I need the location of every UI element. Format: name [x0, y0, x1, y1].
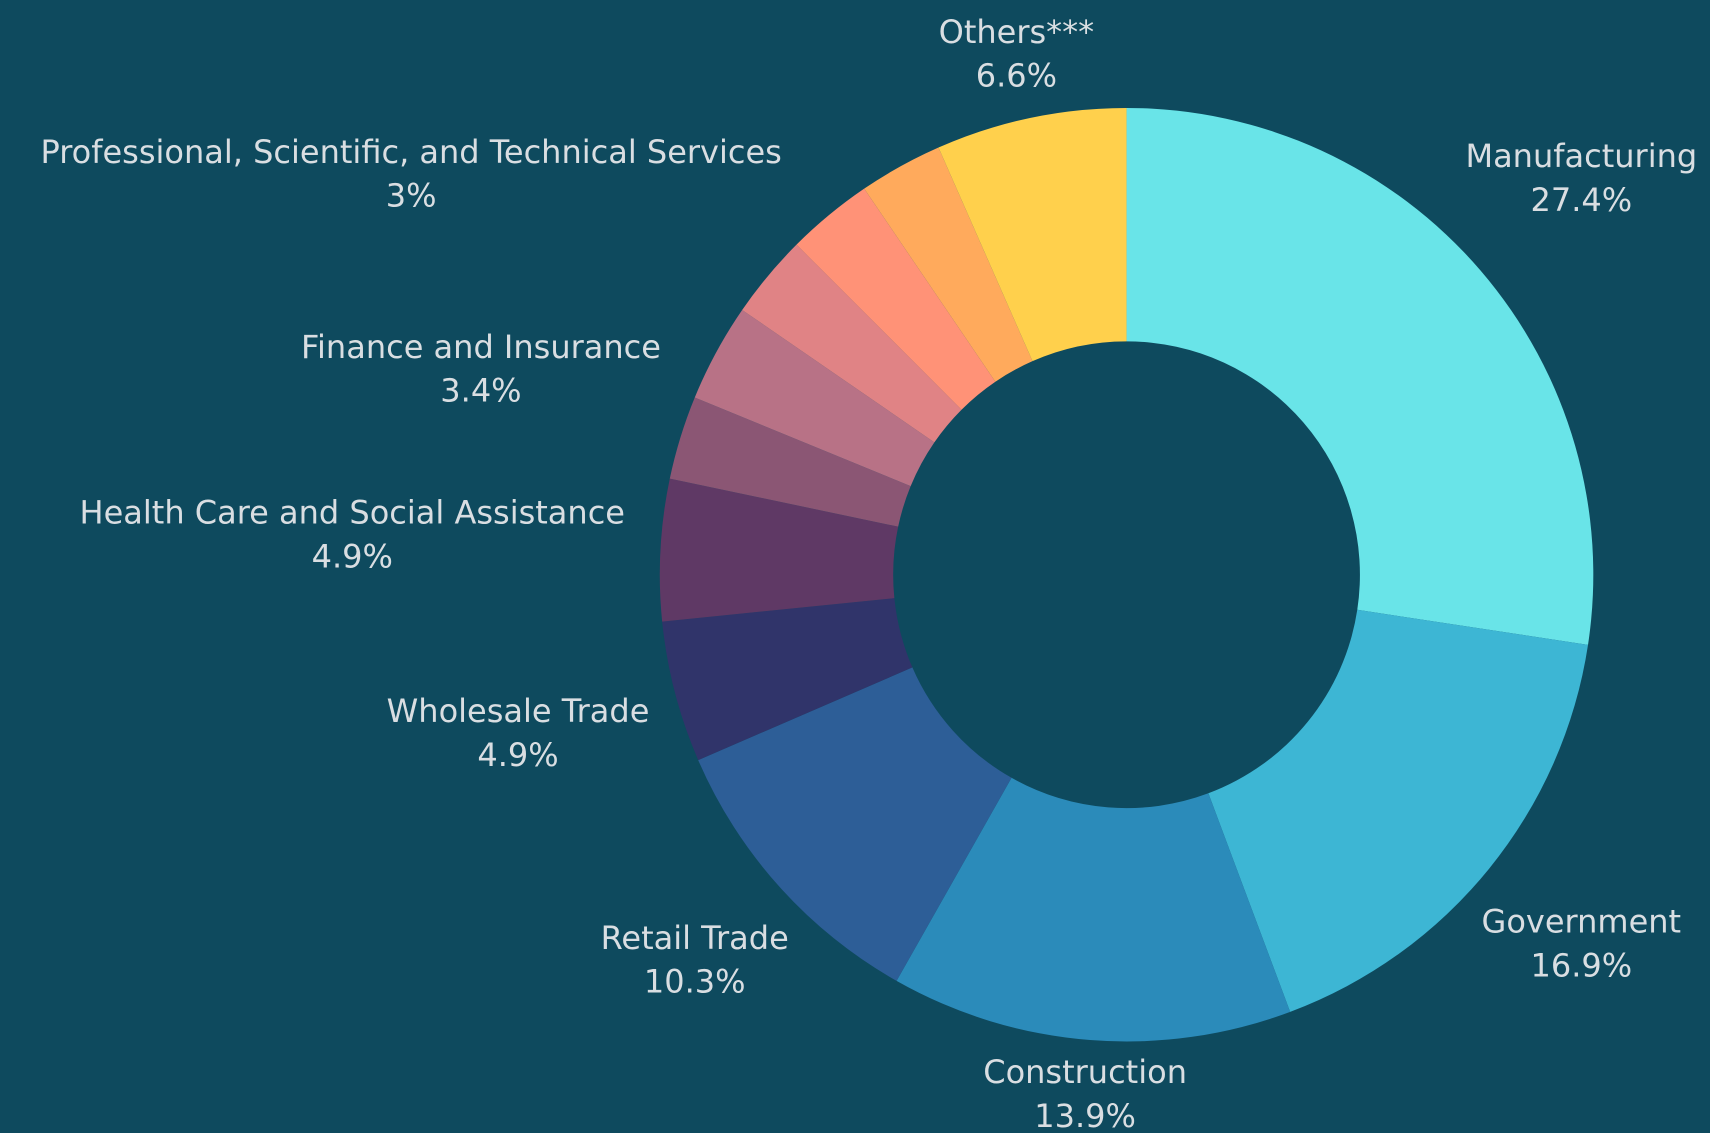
slice-value-label: 4.9%	[312, 537, 393, 575]
donut-slice	[896, 777, 1291, 1042]
slice-label: Construction	[983, 1053, 1187, 1091]
slice-value-label: 16.9%	[1530, 946, 1632, 984]
slice-value-label: 27.4%	[1530, 181, 1632, 219]
donut-slice	[796, 188, 996, 410]
donut-slice	[698, 667, 1012, 981]
donut-slice	[938, 107, 1127, 362]
donut-slice	[864, 147, 1033, 382]
donut-slice	[742, 244, 962, 443]
donut-slice	[662, 598, 913, 761]
slice-label: Professional, Scientific, and Technical …	[40, 133, 781, 171]
slice-value-label: 10.3%	[644, 963, 746, 1001]
donut-slice	[659, 478, 899, 622]
donut-slice	[694, 309, 935, 487]
slice-label: Finance and Insurance	[301, 328, 661, 366]
donut-slice	[669, 397, 911, 527]
slice-label: Government	[1482, 903, 1682, 941]
slice-label: Retail Trade	[601, 919, 789, 957]
donut-slice	[1208, 609, 1589, 1012]
donut-slice	[1126, 107, 1594, 645]
slice-label: Health Care and Social Assistance	[80, 494, 625, 532]
slice-label: Others***	[939, 13, 1095, 51]
slice-value-label: 13.9%	[1034, 1097, 1136, 1133]
slice-value-label: 6.6%	[976, 56, 1057, 94]
slice-value-label: 4.9%	[477, 736, 558, 774]
slice-value-label: 3%	[386, 176, 437, 214]
slice-label: Wholesale Trade	[387, 692, 650, 730]
slice-label: Manufacturing	[1465, 137, 1697, 175]
slice-value-label: 3.4%	[440, 372, 521, 410]
